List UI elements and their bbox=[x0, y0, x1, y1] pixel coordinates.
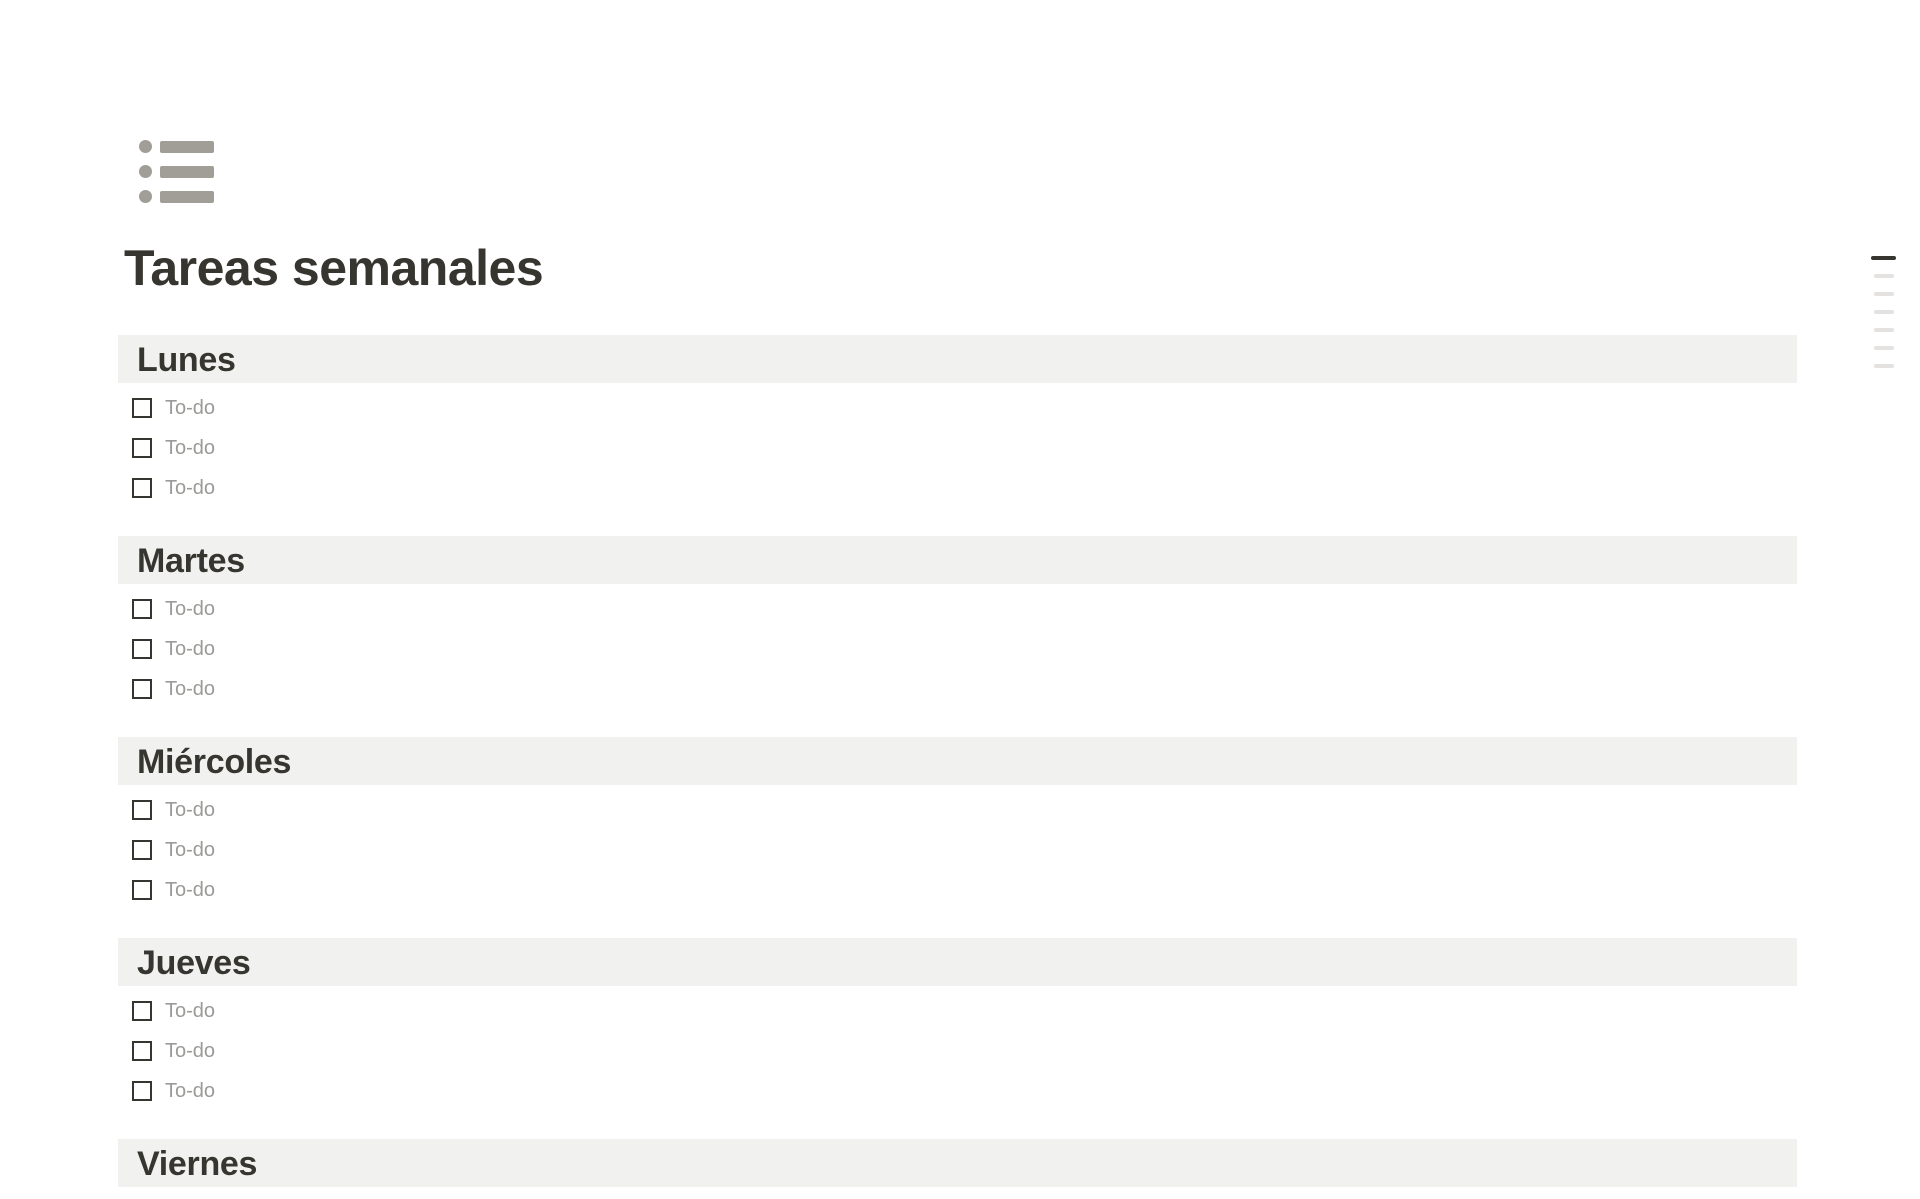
todo-checkbox[interactable] bbox=[132, 398, 152, 418]
toc-line[interactable] bbox=[1873, 364, 1894, 368]
todo-item: To-do bbox=[118, 790, 1797, 830]
todo-checkbox[interactable] bbox=[132, 1041, 152, 1061]
todo-item: To-do bbox=[118, 629, 1797, 669]
todo-checkbox[interactable] bbox=[132, 840, 152, 860]
todo-checkbox[interactable] bbox=[132, 880, 152, 900]
list-bullet-bar bbox=[160, 165, 214, 178]
todo-item: To-do bbox=[118, 428, 1797, 468]
todo-item: To-do bbox=[118, 1031, 1797, 1071]
todo-label[interactable]: To-do bbox=[165, 396, 216, 419]
day-todos: To-do To-do To-do bbox=[118, 388, 1797, 508]
todo-checkbox[interactable] bbox=[132, 1081, 152, 1101]
day-section: Lunes To-do To-do To-do bbox=[118, 335, 1797, 508]
toc-line[interactable] bbox=[1873, 328, 1894, 332]
day-heading-label: Viernes bbox=[137, 1144, 258, 1183]
day-heading[interactable]: Miércoles bbox=[118, 737, 1797, 785]
page-icon-bulleted-list-icon[interactable] bbox=[139, 140, 214, 203]
list-bullet-dot bbox=[139, 165, 152, 178]
day-section: Miércoles To-do To-do To-do bbox=[118, 737, 1797, 910]
todo-label[interactable]: To-do bbox=[165, 677, 216, 700]
todo-label[interactable]: To-do bbox=[165, 838, 216, 861]
todo-checkbox[interactable] bbox=[132, 438, 152, 458]
day-todos: To-do To-do To-do bbox=[118, 589, 1797, 709]
day-todos: To-do To-do To-do bbox=[118, 991, 1797, 1111]
day-section: Martes To-do To-do To-do bbox=[118, 536, 1797, 709]
toc-line[interactable] bbox=[1873, 274, 1894, 278]
day-heading[interactable]: Lunes bbox=[118, 335, 1797, 383]
day-heading-label: Miércoles bbox=[137, 742, 292, 781]
list-bullet-bar bbox=[160, 190, 214, 203]
day-todos: To-do To-do To-do bbox=[118, 790, 1797, 910]
icon-row bbox=[139, 165, 214, 178]
toc-line[interactable] bbox=[1873, 292, 1894, 296]
list-bullet-bar bbox=[160, 140, 214, 153]
sections-container: Lunes To-do To-do To-do Martes To-do To-… bbox=[118, 335, 1797, 1199]
toc-line[interactable] bbox=[1873, 346, 1894, 350]
todo-checkbox[interactable] bbox=[132, 679, 152, 699]
list-bullet-dot bbox=[139, 140, 152, 153]
todo-checkbox[interactable] bbox=[132, 1001, 152, 1021]
icon-row bbox=[139, 190, 214, 203]
todo-checkbox[interactable] bbox=[132, 478, 152, 498]
todo-item: To-do bbox=[118, 991, 1797, 1031]
page-title[interactable]: Tareas semanales bbox=[124, 240, 544, 296]
todo-label[interactable]: To-do bbox=[165, 798, 216, 821]
todo-checkbox[interactable] bbox=[132, 599, 152, 619]
todo-item: To-do bbox=[118, 388, 1797, 428]
todo-checkbox[interactable] bbox=[132, 800, 152, 820]
day-section: Jueves To-do To-do To-do bbox=[118, 938, 1797, 1111]
day-heading-label: Martes bbox=[137, 541, 245, 580]
todo-label[interactable]: To-do bbox=[165, 1039, 216, 1062]
todo-label[interactable]: To-do bbox=[165, 637, 216, 660]
todo-item: To-do bbox=[118, 1071, 1797, 1111]
todo-item: To-do bbox=[118, 669, 1797, 709]
icon-row bbox=[139, 140, 214, 153]
day-heading[interactable]: Viernes bbox=[118, 1139, 1797, 1187]
todo-label[interactable]: To-do bbox=[165, 436, 216, 459]
todo-label[interactable]: To-do bbox=[165, 878, 216, 901]
todo-label[interactable]: To-do bbox=[165, 1079, 216, 1102]
toc-line[interactable] bbox=[1873, 310, 1894, 314]
todo-item: To-do bbox=[118, 870, 1797, 910]
day-heading[interactable]: Jueves bbox=[118, 938, 1797, 986]
day-heading-label: Jueves bbox=[137, 943, 251, 982]
todo-item: To-do bbox=[118, 830, 1797, 870]
todo-item: To-do bbox=[118, 589, 1797, 629]
todo-label[interactable]: To-do bbox=[165, 476, 216, 499]
todo-label[interactable]: To-do bbox=[165, 597, 216, 620]
todo-item: To-do bbox=[118, 468, 1797, 508]
list-bullet-dot bbox=[139, 190, 152, 203]
day-heading[interactable]: Martes bbox=[118, 536, 1797, 584]
day-heading-label: Lunes bbox=[137, 340, 236, 379]
todo-checkbox[interactable] bbox=[132, 639, 152, 659]
day-section: Viernes bbox=[118, 1139, 1797, 1187]
table-of-contents-rail bbox=[1871, 256, 1896, 368]
todo-label[interactable]: To-do bbox=[165, 999, 216, 1022]
toc-line-active[interactable] bbox=[1871, 256, 1896, 260]
